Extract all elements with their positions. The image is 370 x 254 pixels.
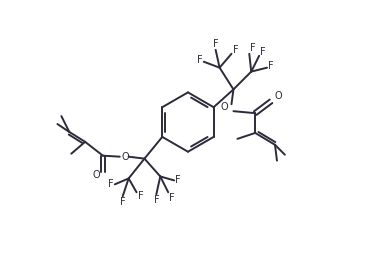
Text: F: F — [268, 61, 274, 71]
Text: F: F — [260, 47, 266, 57]
Text: F: F — [138, 191, 143, 201]
Text: F: F — [197, 55, 203, 65]
Text: F: F — [233, 45, 238, 55]
Text: F: F — [213, 39, 218, 49]
Text: F: F — [175, 176, 181, 185]
Text: F: F — [108, 179, 114, 189]
Text: O: O — [92, 170, 100, 180]
Text: F: F — [120, 197, 125, 207]
Text: F: F — [169, 193, 175, 203]
Text: F: F — [154, 195, 159, 205]
Text: O: O — [274, 91, 282, 101]
Text: F: F — [250, 43, 256, 53]
Text: O: O — [122, 152, 130, 162]
Text: O: O — [221, 102, 228, 112]
